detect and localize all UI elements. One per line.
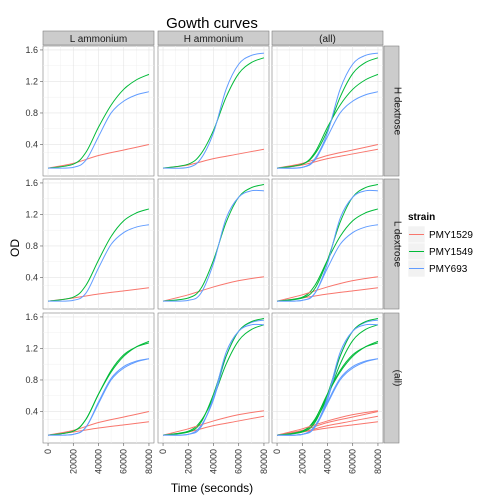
y-tick-label: 0.8 <box>25 241 38 251</box>
series-line-pmy693 <box>277 189 378 302</box>
y-tick-label: 0.4 <box>25 406 38 416</box>
facet-strip-label: L dextrose <box>392 221 403 268</box>
series-line-pmy693 <box>163 323 264 436</box>
legend-label: PMY1549 <box>429 247 473 258</box>
y-tick-label: 1.2 <box>25 343 38 353</box>
series-line-pmy1529 <box>276 276 379 302</box>
facet-strip-label: H dextrose <box>392 87 403 136</box>
series-line-pmy1529 <box>276 410 379 436</box>
x-tick-label: 60000 <box>234 449 244 474</box>
series-line-pmy1529 <box>47 143 150 169</box>
chart-title: Gowth curves <box>166 15 258 32</box>
series-line-pmy693 <box>48 224 150 302</box>
series-line-pmy1549 <box>276 57 379 169</box>
facet-strip-row <box>383 312 400 444</box>
x-tick-label: 80000 <box>373 449 383 474</box>
series-line-pmy693 <box>277 52 379 169</box>
legend-label: PMY693 <box>429 264 468 275</box>
y-tick-label: 1.2 <box>25 209 38 219</box>
series-line-pmy693 <box>163 189 264 302</box>
facet-strip-label: (all) <box>319 34 336 45</box>
y-tick-label: 1.2 <box>25 76 38 86</box>
series-line-pmy1549 <box>162 324 265 436</box>
x-tick-label: 80000 <box>144 449 154 474</box>
y-tick-label: 1.6 <box>25 45 38 55</box>
x-tick-label: 20000 <box>68 449 78 474</box>
x-tick-label: 60000 <box>119 449 129 474</box>
series-line-pmy1529 <box>47 410 150 436</box>
x-tick-label: 0 <box>43 449 53 454</box>
series-line-pmy693 <box>48 91 150 169</box>
facet-strip-row <box>383 45 400 177</box>
y-tick-label: 1.6 <box>25 178 38 188</box>
series-line-pmy693 <box>277 323 378 436</box>
y-tick-label: 0.8 <box>25 108 38 118</box>
series-line-pmy1549 <box>47 73 150 169</box>
x-tick-label: 40000 <box>209 449 219 474</box>
series-line-pmy1549 <box>47 342 150 436</box>
series-line-pmy1549 <box>162 57 265 169</box>
series-line-pmy693 <box>48 358 150 436</box>
series-line-pmy1549 <box>276 208 379 302</box>
x-tick-label: 40000 <box>323 449 333 474</box>
x-tick-label: 40000 <box>94 449 104 474</box>
x-tick-label: 60000 <box>348 449 358 474</box>
y-tick-label: 0.4 <box>25 272 38 282</box>
series-line-pmy1529 <box>162 410 265 436</box>
facet-strip-column <box>157 30 270 46</box>
facet-grid: 0.4 0.8 1.2 1.6 0.4 0.8 1.2 1.6 0.4 0.8 1.2 1.6 0 200… <box>25 30 403 474</box>
facet-strip-label: L ammonium <box>70 34 127 45</box>
x-axis-title: Time (seconds) <box>171 481 253 495</box>
legend-title: strain <box>408 212 435 223</box>
y-tick-label: 1.6 <box>25 312 38 322</box>
x-tick-label: 0 <box>158 449 168 454</box>
legend-label: PMY1529 <box>429 230 473 241</box>
series-line-pmy1529 <box>276 143 379 169</box>
series-line-pmy1549 <box>47 208 150 302</box>
y-tick-label: 0.8 <box>25 375 38 385</box>
series-line-pmy1529 <box>276 410 379 436</box>
series-line-pmy1529 <box>162 276 265 302</box>
facet-strip-row <box>383 178 400 310</box>
y-axis-title: OD <box>8 239 22 257</box>
series-line-pmy1549 <box>276 342 379 436</box>
x-tick-label: 20000 <box>183 449 193 474</box>
x-tick-label: 80000 <box>259 449 269 474</box>
y-tick-label: 0.4 <box>25 139 38 149</box>
x-tick-label: 0 <box>272 449 282 454</box>
facet-strip-column <box>271 30 384 46</box>
series-line-pmy693 <box>163 52 265 169</box>
facet-strip-label: (all) <box>392 370 403 387</box>
x-tick-label: 20000 <box>297 449 307 474</box>
legend: strain PMY1529 PMY1549 PMY693 <box>407 212 473 278</box>
facet-strip-label: H ammonium <box>184 34 243 45</box>
facet-strip-column <box>42 30 155 46</box>
